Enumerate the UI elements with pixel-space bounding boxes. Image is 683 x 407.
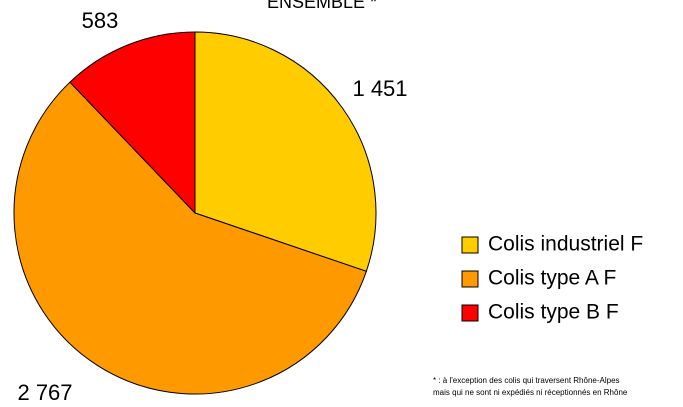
legend-swatch — [461, 236, 479, 254]
legend-label: Colis industriel F — [488, 233, 643, 256]
legend-label: Colis type A F — [488, 267, 616, 290]
data-label: 583 — [82, 8, 119, 33]
data-label: 2 767 — [17, 380, 72, 405]
pie-slice — [13, 81, 367, 395]
legend-swatch — [461, 304, 479, 322]
legend-label: Colis type B F — [488, 301, 619, 324]
footnote: * : à l'exception des colis qui traverse… — [433, 376, 620, 385]
data-label: 1 451 — [352, 76, 407, 101]
pie-slice — [194, 31, 377, 272]
chart-title: ENSEMBLE * — [267, 0, 377, 12]
pie-slice — [69, 31, 196, 215]
footnote: mais qui ne sont ni expédiés ni réceptio… — [433, 388, 628, 397]
legend-swatch — [461, 270, 479, 288]
